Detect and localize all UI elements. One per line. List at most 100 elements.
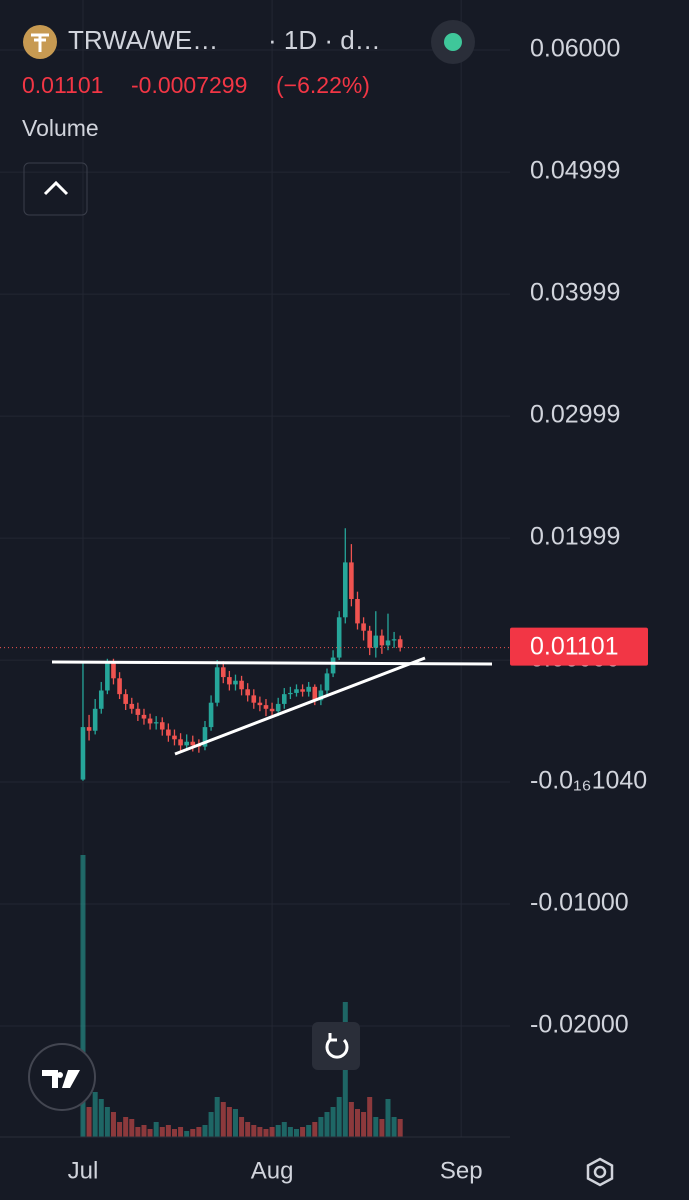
- volume-bar: [312, 1122, 318, 1137]
- volume-bar: [287, 1127, 293, 1137]
- settings-icon[interactable]: [586, 1157, 614, 1187]
- volume-bar: [251, 1125, 257, 1137]
- candle-body: [281, 694, 287, 704]
- interval[interactable]: · 1D · d…: [268, 25, 381, 55]
- y-tick-label: -0.0₁₆1040: [530, 767, 647, 795]
- candle-body: [294, 689, 299, 693]
- y-tick-label: 0.02999: [530, 401, 620, 429]
- change-pct: (−6.22%): [276, 72, 370, 98]
- tv-glyph: [42, 1070, 80, 1088]
- volume-bar: [110, 1112, 116, 1137]
- volume-bar: [336, 1097, 342, 1137]
- volume-bar: [86, 1107, 92, 1137]
- reset-button[interactable]: [312, 1022, 360, 1070]
- y-tick-label: 0.04999: [530, 157, 620, 185]
- x-tick-label: Aug: [251, 1157, 294, 1184]
- candle-body: [135, 708, 141, 715]
- volume-bar: [306, 1125, 312, 1137]
- price: 0.01101: [22, 72, 103, 98]
- candle-body: [159, 722, 165, 730]
- candle-body: [105, 662, 110, 691]
- candle-body: [385, 640, 391, 646]
- volume-bar: [385, 1099, 391, 1137]
- collapse-button[interactable]: [23, 162, 88, 216]
- candle-body: [379, 635, 385, 646]
- volume-bar: [159, 1127, 165, 1137]
- y-tick-label: 0.01999: [530, 523, 620, 551]
- volume-bar: [330, 1107, 336, 1137]
- volume-bar: [239, 1117, 245, 1137]
- tv-dot: [57, 1072, 63, 1078]
- candle-body: [239, 680, 244, 690]
- volume-bar: [324, 1112, 330, 1137]
- volume-bar: [147, 1129, 153, 1137]
- candle-body: [342, 562, 348, 618]
- volume-label: Volume: [22, 115, 99, 141]
- volume-bar: [153, 1122, 159, 1137]
- candle-body: [233, 680, 238, 685]
- volume-bar: [196, 1127, 202, 1137]
- candle-body: [178, 739, 183, 746]
- volume-bar: [367, 1097, 373, 1137]
- volume-bar: [300, 1127, 306, 1137]
- change: -0.0007299: [131, 72, 247, 98]
- candle-body: [275, 703, 281, 712]
- volume-bar: [178, 1127, 184, 1137]
- candle-body: [80, 727, 86, 780]
- candle-body: [397, 639, 403, 648]
- volume-bar: [104, 1107, 110, 1137]
- candle-body: [349, 562, 354, 599]
- reset-icon: [325, 1033, 349, 1059]
- trend-line: [51, 660, 493, 666]
- candle-body: [373, 635, 379, 648]
- candle-body: [98, 690, 104, 709]
- volume-bar: [214, 1097, 220, 1137]
- candle-body: [257, 702, 263, 706]
- candle-body: [367, 630, 372, 648]
- volume-bar: [232, 1109, 238, 1137]
- trend-line: [174, 656, 426, 756]
- candle-body: [336, 617, 342, 658]
- candle-body: [153, 722, 159, 724]
- candle-body: [202, 727, 208, 747]
- chevron-up: [43, 180, 69, 196]
- candle-body: [227, 677, 232, 685]
- candle-body: [245, 689, 250, 696]
- logo-glyph: [31, 33, 49, 52]
- volume-bar: [379, 1119, 385, 1137]
- volume-bar: [92, 1092, 98, 1137]
- volume-bar: [245, 1122, 251, 1137]
- candle-body: [300, 689, 305, 692]
- volume-bar: [361, 1112, 367, 1137]
- candle-body: [214, 667, 220, 703]
- candle-body: [92, 708, 98, 731]
- candle-body: [312, 686, 318, 701]
- candle-body: [220, 667, 226, 678]
- candle-body: [318, 690, 324, 701]
- volume-bar: [275, 1125, 281, 1137]
- volume-bar: [293, 1129, 299, 1137]
- volume-bar: [80, 855, 86, 1137]
- candle-body: [117, 678, 122, 695]
- volume-bar: [318, 1117, 324, 1137]
- volume-bar: [263, 1129, 269, 1137]
- candle-body: [172, 735, 177, 740]
- candle-body: [184, 741, 189, 746]
- candle-body: [129, 703, 135, 709]
- x-tick-label: Sep: [440, 1157, 483, 1184]
- candle-body: [355, 598, 360, 624]
- candle-body: [111, 662, 116, 679]
- candle-body: [86, 727, 92, 731]
- candle-body: [166, 729, 171, 736]
- volume-bar: [220, 1102, 226, 1137]
- candle-body: [306, 686, 311, 692]
- symbol[interactable]: TRWA/WE…: [68, 25, 218, 55]
- y-tick-label: -0.01000: [530, 889, 629, 917]
- settings-hub: [593, 1165, 607, 1179]
- volume-bar: [397, 1119, 403, 1137]
- x-tick-label: Jul: [68, 1157, 99, 1184]
- price-axis: 0.060000.049990.039990.029990.019990.009…: [68, 35, 648, 1184]
- volume-bar: [257, 1127, 263, 1137]
